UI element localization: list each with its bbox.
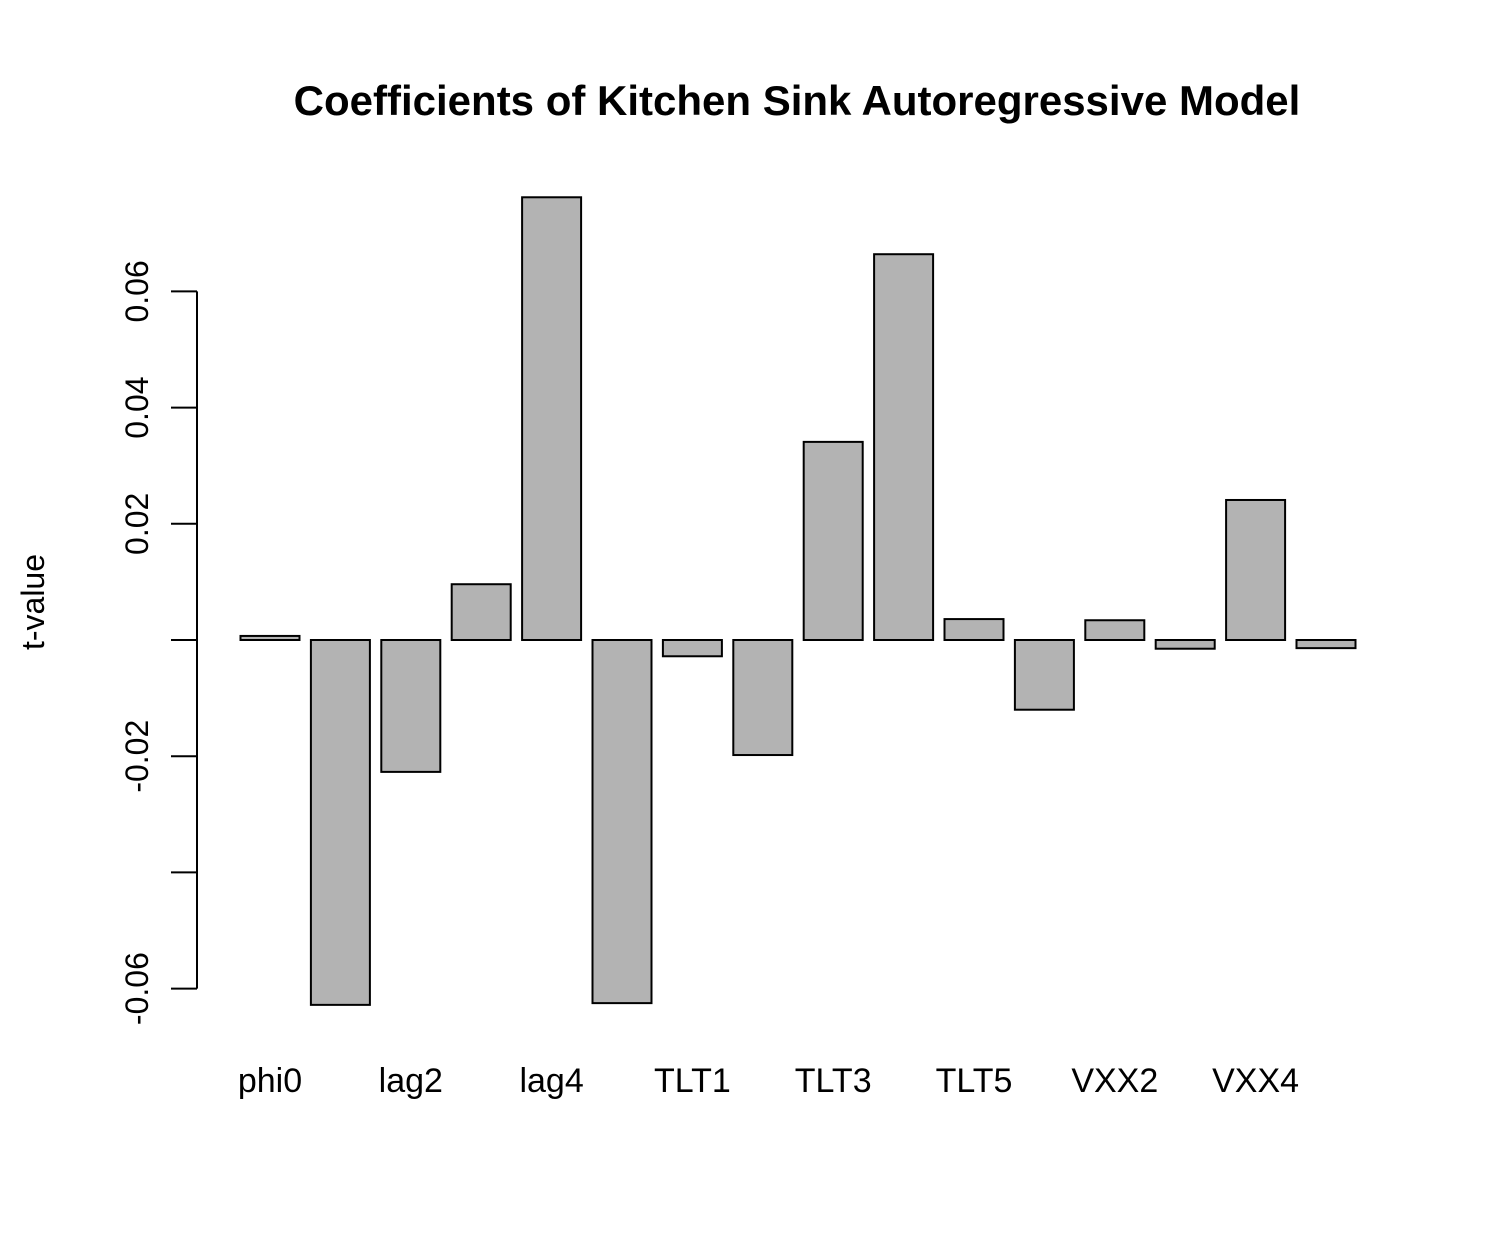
bar [1225,498,1287,641]
bar [450,583,512,641]
x-tick-label: TLT5 [936,1062,1013,1100]
chart-title: Coefficients of Kitchen Sink Autoregress… [294,77,1301,124]
y-tick-label: 0.06 [119,260,155,322]
y-tick-label: 0.04 [119,376,155,438]
y-axis-label: t-value [15,554,51,650]
bar [943,618,1005,641]
x-tick-label: VXX4 [1212,1062,1299,1100]
y-tick-label: 0.02 [119,493,155,555]
bar [1013,639,1075,711]
bar [380,639,442,773]
x-tick-label: TLT3 [795,1062,872,1100]
bar [521,196,583,641]
x-tick-label: VXX2 [1071,1062,1158,1100]
bar [591,639,653,1005]
y-tick-label: -0.02 [119,720,155,793]
x-tick-label: phi0 [238,1062,302,1100]
bar [309,639,371,1006]
bar [1154,639,1216,650]
x-tick-label: lag4 [519,1062,583,1100]
bar [1295,639,1357,650]
bar [1084,619,1146,641]
bar [802,440,864,641]
x-tick-label: lag2 [379,1062,443,1100]
bar [732,639,794,757]
y-tick-label: -0.06 [119,952,155,1025]
bar [873,253,935,641]
x-tick-label: TLT1 [654,1062,731,1100]
bar [239,634,301,641]
bar [661,639,723,658]
